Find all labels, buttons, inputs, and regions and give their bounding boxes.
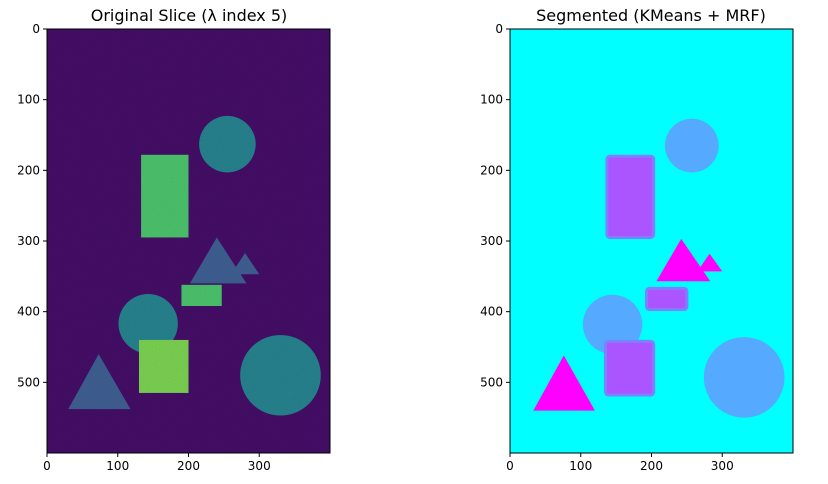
original-shape-circle xyxy=(240,334,321,416)
x-tick-label: 300 xyxy=(248,459,271,473)
y-tick-label: 300 xyxy=(480,234,503,248)
segmented-panel: Segmented (KMeans + MRF) 0 100 200 300 0 100 2… xyxy=(480,6,794,473)
x-tick-label: 100 xyxy=(106,459,129,473)
original-shape-rect xyxy=(138,339,189,393)
segmented-shape-circle xyxy=(582,294,643,355)
segmented-shape-triangle xyxy=(697,253,723,272)
x-tick-label: 200 xyxy=(640,459,663,473)
axis-ticks: 0 100 200 300 0 100 200 300 400 500 xyxy=(17,22,271,473)
y-tick-label: 100 xyxy=(17,93,40,107)
panel-title: Segmented (KMeans + MRF) xyxy=(536,6,766,25)
segmented-shape-triangle xyxy=(656,238,711,282)
panel-title: Original Slice (λ index 5) xyxy=(91,6,288,25)
y-tick-label: 500 xyxy=(480,375,503,389)
original-shape-triangle xyxy=(68,354,131,410)
y-tick-label: 0 xyxy=(32,22,40,36)
segmented-shape-rect xyxy=(645,286,689,312)
y-tick-label: 200 xyxy=(17,163,40,177)
original-shape-triangle xyxy=(189,237,247,284)
original-shape-rect xyxy=(141,154,189,238)
y-tick-label: 400 xyxy=(480,305,503,319)
x-tick-label: 300 xyxy=(711,459,734,473)
y-tick-label: 300 xyxy=(17,234,40,248)
original-shape-triangle xyxy=(230,253,260,275)
y-tick-label: 500 xyxy=(17,375,40,389)
original-slice-image xyxy=(47,29,330,453)
y-tick-label: 0 xyxy=(495,22,503,36)
x-tick-label: 200 xyxy=(177,459,200,473)
original-shape-circle xyxy=(118,294,178,354)
segmented-shape-circle xyxy=(703,337,785,418)
segmented-shape-rect xyxy=(604,339,656,397)
x-tick-label: 0 xyxy=(43,459,51,473)
segmented-shape-triangle xyxy=(533,355,595,411)
y-tick-label: 400 xyxy=(17,305,40,319)
original-shape-circle xyxy=(199,115,256,173)
x-tick-label: 0 xyxy=(506,459,514,473)
original-shape-rect xyxy=(181,284,222,307)
segmented-shape-rect xyxy=(605,154,656,239)
y-tick-label: 200 xyxy=(480,163,503,177)
segmented-image xyxy=(510,29,793,453)
axis-ticks: 0 100 200 300 0 100 200 300 400 500 xyxy=(480,22,734,473)
original-slice-panel: Original Slice (λ index 5) 0 100 200 300 0 10… xyxy=(17,6,331,473)
segmented-shape-circle xyxy=(664,118,719,173)
x-tick-label: 100 xyxy=(569,459,592,473)
y-tick-label: 100 xyxy=(480,93,503,107)
